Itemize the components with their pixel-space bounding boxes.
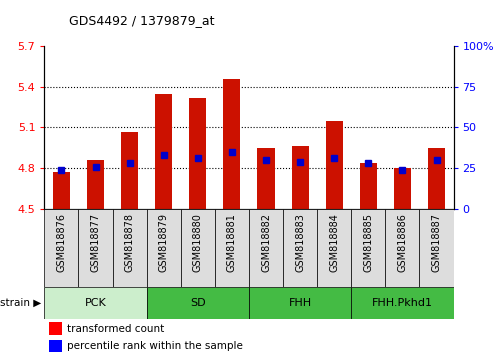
Bar <box>53 172 70 209</box>
Bar <box>249 287 351 319</box>
Bar <box>351 209 386 287</box>
Bar <box>326 121 343 209</box>
Text: GSM818887: GSM818887 <box>431 213 442 272</box>
Text: GSM818886: GSM818886 <box>397 213 407 272</box>
Bar <box>44 287 147 319</box>
Text: GSM818877: GSM818877 <box>91 213 101 272</box>
Bar <box>317 209 351 287</box>
Bar <box>351 287 454 319</box>
Bar <box>181 209 215 287</box>
Bar <box>49 322 62 335</box>
Bar <box>394 168 411 209</box>
Bar <box>121 132 138 209</box>
Text: GSM818883: GSM818883 <box>295 213 305 272</box>
Text: GDS4492 / 1379879_at: GDS4492 / 1379879_at <box>69 14 214 27</box>
Text: SD: SD <box>190 298 206 308</box>
Bar <box>87 160 104 209</box>
Text: GSM818882: GSM818882 <box>261 213 271 272</box>
Text: FHH: FHH <box>288 298 312 308</box>
Bar <box>428 148 445 209</box>
Text: percentile rank within the sample: percentile rank within the sample <box>67 341 243 351</box>
Text: GSM818881: GSM818881 <box>227 213 237 272</box>
Text: PCK: PCK <box>85 298 106 308</box>
Bar <box>249 209 283 287</box>
Text: strain ▶: strain ▶ <box>0 298 41 308</box>
Bar <box>215 209 249 287</box>
Text: GSM818880: GSM818880 <box>193 213 203 272</box>
Bar <box>420 209 454 287</box>
Text: GSM818879: GSM818879 <box>159 213 169 272</box>
Text: GSM818878: GSM818878 <box>125 213 135 272</box>
Bar <box>291 147 309 209</box>
Text: GSM818884: GSM818884 <box>329 213 339 272</box>
Bar <box>223 79 241 209</box>
Bar <box>360 163 377 209</box>
Bar <box>257 148 275 209</box>
Bar <box>283 209 317 287</box>
Bar <box>78 209 112 287</box>
Bar <box>147 287 249 319</box>
Text: transformed count: transformed count <box>67 324 164 333</box>
Bar <box>49 340 62 352</box>
Bar <box>44 209 78 287</box>
Bar <box>147 209 181 287</box>
Bar <box>189 98 207 209</box>
Bar <box>386 209 420 287</box>
Text: GSM818876: GSM818876 <box>56 213 67 272</box>
Text: GSM818885: GSM818885 <box>363 213 373 272</box>
Bar <box>112 209 147 287</box>
Bar <box>155 93 172 209</box>
Text: FHH.Pkhd1: FHH.Pkhd1 <box>372 298 433 308</box>
